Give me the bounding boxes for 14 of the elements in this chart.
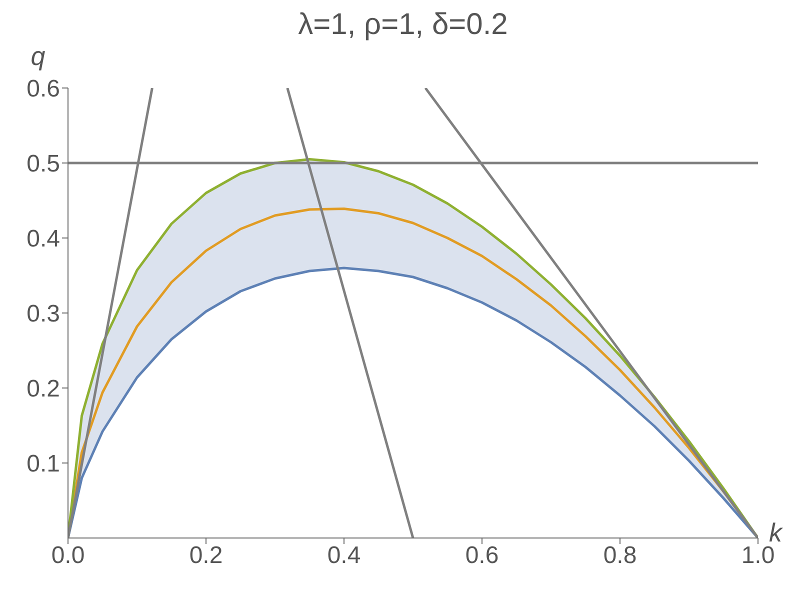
x-tick-label: 0.6 — [465, 542, 499, 570]
x-tick-label: 0.2 — [189, 542, 223, 570]
x-tick-label: 0.4 — [327, 542, 361, 570]
y-tick-label: 0.3 — [26, 300, 60, 328]
y-tick-label: 0.2 — [26, 376, 60, 403]
y-tick-label: 0.4 — [26, 226, 60, 253]
x-tick-label: 0.0 — [51, 542, 85, 570]
y-axis-title: q — [30, 41, 46, 71]
chart-title: λ=1, ρ=1, δ=0.2 — [298, 8, 508, 41]
y-tick-label: 0.6 — [26, 76, 60, 103]
y-tick-label: 0.1 — [26, 450, 60, 478]
x-tick-label: 1.0 — [741, 542, 775, 570]
x-tick-label: 0.8 — [603, 542, 637, 570]
y-tick-label: 0.5 — [26, 150, 60, 178]
